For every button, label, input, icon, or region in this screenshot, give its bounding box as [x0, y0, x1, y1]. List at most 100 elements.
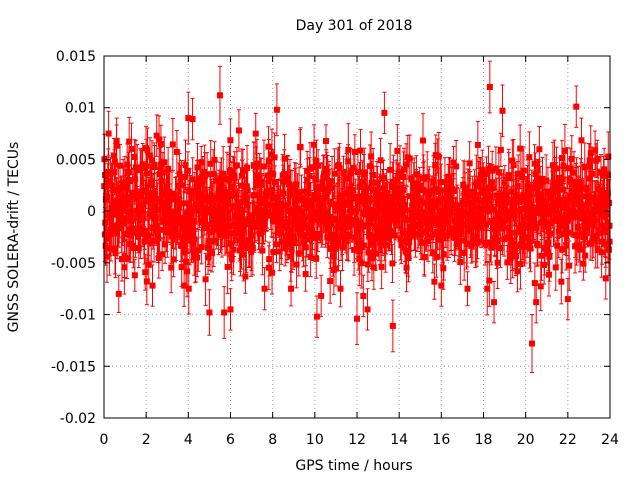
- data-series: [101, 60, 613, 373]
- data-point: [450, 187, 457, 194]
- data-point: [377, 233, 384, 240]
- data-point: [468, 242, 475, 249]
- data-point: [408, 224, 415, 231]
- data-point: [105, 177, 112, 184]
- data-point: [263, 208, 270, 215]
- data-point: [271, 179, 278, 186]
- data-point: [398, 242, 405, 249]
- data-point: [512, 192, 519, 199]
- data-point: [313, 255, 320, 262]
- data-point: [201, 214, 208, 221]
- data-point: [297, 144, 304, 151]
- data-point: [326, 221, 333, 228]
- data-point: [260, 220, 267, 227]
- data-point: [242, 191, 249, 198]
- data-point: [534, 242, 541, 249]
- data-point: [123, 255, 130, 262]
- data-point: [485, 195, 492, 202]
- data-point: [155, 254, 162, 261]
- data-point: [441, 212, 448, 219]
- data-point: [436, 198, 443, 205]
- data-point: [394, 147, 401, 154]
- data-point: [269, 269, 276, 276]
- data-point: [474, 141, 481, 148]
- data-point: [211, 156, 218, 163]
- data-point: [243, 244, 250, 251]
- data-point: [531, 207, 538, 214]
- data-point: [125, 226, 132, 233]
- data-point: [380, 218, 387, 225]
- data-point: [289, 233, 296, 240]
- data-point: [181, 173, 188, 180]
- data-point: [360, 222, 367, 229]
- data-point: [514, 268, 521, 275]
- data-point: [331, 241, 338, 248]
- data-point: [340, 170, 347, 177]
- data-point: [165, 165, 172, 172]
- data-point: [401, 201, 408, 208]
- data-point: [513, 253, 520, 260]
- data-point: [156, 171, 163, 178]
- data-point: [170, 222, 177, 229]
- data-point: [327, 217, 334, 224]
- data-point: [224, 263, 231, 270]
- data-point: [270, 249, 277, 256]
- data-point: [407, 193, 414, 200]
- data-point: [479, 166, 486, 173]
- data-point: [252, 130, 259, 137]
- data-point: [218, 232, 225, 239]
- data-point: [162, 241, 169, 248]
- data-point: [524, 183, 531, 190]
- data-point: [537, 283, 544, 290]
- data-point: [386, 224, 393, 231]
- data-point: [350, 164, 357, 171]
- data-point: [194, 254, 201, 261]
- data-point: [287, 192, 294, 199]
- data-point: [305, 203, 312, 210]
- data-point: [510, 162, 517, 169]
- data-point: [139, 161, 146, 168]
- data-point: [364, 261, 371, 268]
- data-point: [524, 234, 531, 241]
- data-point: [280, 178, 287, 185]
- data-point: [271, 195, 278, 202]
- data-point: [526, 194, 533, 201]
- data-point: [449, 202, 456, 209]
- data-point: [218, 175, 225, 182]
- data-point: [194, 164, 201, 171]
- data-point: [114, 230, 121, 237]
- data-point: [366, 232, 373, 239]
- data-point: [280, 190, 287, 197]
- data-point: [105, 130, 112, 137]
- data-point: [467, 192, 474, 199]
- data-point: [431, 202, 438, 209]
- data-point: [336, 197, 343, 204]
- data-point: [291, 190, 298, 197]
- data-point: [370, 186, 377, 193]
- data-point: [117, 162, 124, 169]
- data-point: [511, 209, 518, 216]
- data-point: [242, 273, 249, 280]
- data-point: [537, 180, 544, 187]
- data-point: [164, 229, 171, 236]
- data-point: [484, 285, 491, 292]
- data-point: [159, 169, 166, 176]
- data-point: [315, 162, 322, 169]
- data-point: [440, 224, 447, 231]
- data-point: [430, 198, 437, 205]
- data-point: [383, 190, 390, 197]
- data-point: [169, 190, 176, 197]
- data-point: [330, 232, 337, 239]
- data-point: [372, 250, 379, 257]
- data-point: [202, 276, 209, 283]
- data-point: [219, 217, 226, 224]
- data-point: [148, 178, 155, 185]
- data-point: [175, 209, 182, 216]
- data-point: [382, 242, 389, 249]
- data-point: [377, 157, 384, 164]
- data-point: [261, 285, 268, 292]
- data-point: [489, 185, 496, 192]
- data-point: [321, 194, 328, 201]
- data-point: [239, 182, 246, 189]
